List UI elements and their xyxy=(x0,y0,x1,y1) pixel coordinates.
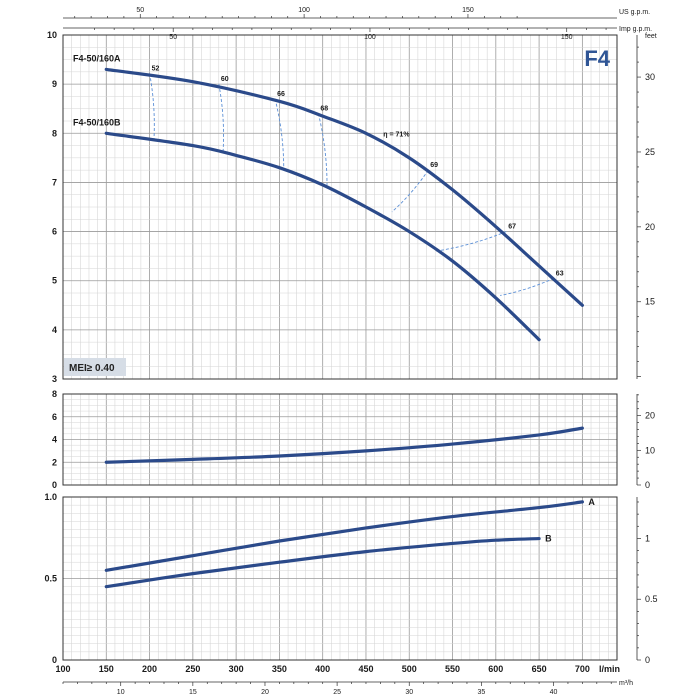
y-tick-label: 0 xyxy=(52,655,57,665)
y-tick-label: 6 xyxy=(52,227,57,237)
y-tick-label: 3 xyxy=(52,374,57,384)
series-label-B: B xyxy=(545,534,552,544)
mei-label: MEI≥ 0.40 xyxy=(69,363,115,374)
top-axis-tick-label: 100 xyxy=(364,34,376,41)
bottom-axis-tick-label: 35 xyxy=(477,689,485,696)
top-axis-label: US g.p.m. xyxy=(619,9,650,16)
efficiency-line-68 xyxy=(317,113,328,185)
efficiency-line-67 xyxy=(435,231,507,252)
panel-frames xyxy=(62,34,638,661)
y2-tick-label: 20 xyxy=(645,411,655,421)
y2-tick-label: 30 xyxy=(645,72,655,82)
series-label-F4-50/160A: F4-50/160A xyxy=(73,53,121,63)
y2-axis-label: feet xyxy=(645,33,657,40)
x-tick-label: 250 xyxy=(185,664,200,674)
y-tick-label: 5 xyxy=(52,276,57,286)
mei-box xyxy=(64,358,126,376)
top-axis-tick-label: 50 xyxy=(169,34,177,41)
bottom-axis-tick-label: 30 xyxy=(405,689,413,696)
top-axis-label: Imp g.p.m. xyxy=(619,26,652,33)
y-tick-label: 1.0 xyxy=(44,492,57,502)
y2-tick-label: 10 xyxy=(645,445,655,455)
efficiency-label-69: 69 xyxy=(430,162,438,169)
top-axis-tick-label: 50 xyxy=(136,7,144,14)
x-tick-label: 300 xyxy=(229,664,244,674)
y-tick-label: 8 xyxy=(52,128,57,138)
power-curve-B xyxy=(104,536,541,589)
efficiency-label-66: 66 xyxy=(277,91,285,98)
y-tick-label: 6 xyxy=(52,412,57,422)
bottom-axis-tick-label: 25 xyxy=(333,689,341,696)
panel-frame-npsh xyxy=(62,393,618,486)
y2-tick-label: 1 xyxy=(645,533,650,543)
x-tick-label: 550 xyxy=(445,664,460,674)
y-tick-label: 8 xyxy=(52,389,57,399)
top-axis-tick-label: 150 xyxy=(462,7,474,14)
y2-tick-label: 25 xyxy=(645,147,655,157)
grid-layer xyxy=(63,35,617,660)
power-curve-A xyxy=(104,500,584,572)
efficiency-line-69 xyxy=(391,169,429,213)
y2-tick-label: 0.5 xyxy=(645,594,658,604)
y2-tick-label: 0 xyxy=(645,480,650,490)
bottom-axis-tick-label: 20 xyxy=(261,689,269,696)
efficiency-line-63 xyxy=(500,277,554,296)
y-tick-label: 10 xyxy=(47,30,57,40)
top-axis-tick-label: 150 xyxy=(561,34,573,41)
x-tick-label: 600 xyxy=(488,664,503,674)
x-axis-label: l/min xyxy=(599,664,620,674)
panel-frame-head xyxy=(62,34,618,380)
y2-tick-label: 20 xyxy=(645,222,655,232)
head-curve-F4-50/160B xyxy=(104,131,541,342)
efficiency-label-63: 63 xyxy=(556,270,564,277)
efficiency-annotation: η = 71% xyxy=(383,131,410,138)
x-tick-label: 100 xyxy=(55,664,70,674)
badge-label: F4 xyxy=(584,46,610,71)
efficiency-label-60: 60 xyxy=(221,76,229,83)
efficiency-line-60 xyxy=(218,84,225,151)
x-tick-label: 500 xyxy=(402,664,417,674)
bottom-axis-tick-label: 15 xyxy=(189,689,197,696)
efficiency-label-67: 67 xyxy=(508,224,516,231)
bottom-axis-tick-label: 40 xyxy=(550,689,558,696)
y-tick-label: 4 xyxy=(52,435,57,445)
series-layer xyxy=(104,67,584,589)
x-tick-label: 200 xyxy=(142,664,157,674)
y-tick-label: 0.5 xyxy=(44,574,57,584)
efficiency-line-66 xyxy=(274,98,285,168)
top-axis-tick-label: 100 xyxy=(298,7,310,14)
npsh-curve xyxy=(104,426,584,464)
y-tick-label: 2 xyxy=(52,457,57,467)
y2-tick-label: 15 xyxy=(645,297,655,307)
y-tick-label: 0 xyxy=(52,480,57,490)
y-tick-label: 9 xyxy=(52,79,57,89)
head-curve-F4-50/160A xyxy=(104,67,584,307)
x-tick-label: 700 xyxy=(575,664,590,674)
bottom-axis-tick-label: 10 xyxy=(117,689,125,696)
series-label-A: A xyxy=(588,497,595,507)
x-tick-label: 650 xyxy=(532,664,547,674)
x-tick-label: 150 xyxy=(99,664,114,674)
y-tick-label: 7 xyxy=(52,177,57,187)
bottom-axis-label: m³/h xyxy=(619,680,633,687)
efficiency-line-52 xyxy=(149,73,155,141)
x-tick-label: 350 xyxy=(272,664,287,674)
x-tick-label: 400 xyxy=(315,664,330,674)
y-tick-label: 4 xyxy=(52,325,57,335)
x-tick-label: 450 xyxy=(358,664,373,674)
series-label-F4-50/160B: F4-50/160B xyxy=(73,117,121,127)
efficiency-label-52: 52 xyxy=(152,65,160,72)
efficiency-label-68: 68 xyxy=(320,106,328,113)
y2-tick-label: 0 xyxy=(645,655,650,665)
panel-frame-power xyxy=(62,496,618,661)
